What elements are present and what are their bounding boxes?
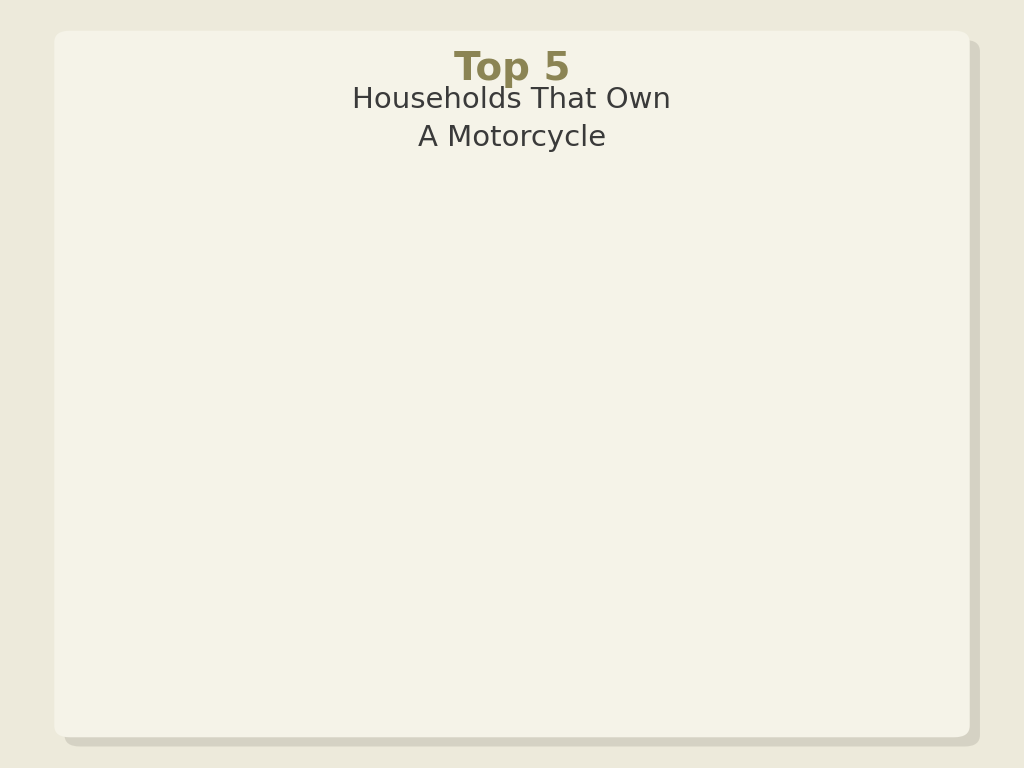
Text: Vietnam: Vietnam: [797, 411, 871, 425]
Text: Thailand: Thailand: [797, 171, 874, 186]
Text: Maylaysia: Maylaysia: [139, 411, 227, 425]
Text: Top 5: Top 5: [454, 50, 570, 88]
Wedge shape: [512, 220, 695, 389]
Text: RACER: RACER: [501, 431, 523, 439]
Text: —⊗—: —⊗—: [495, 386, 529, 399]
Text: Households That Own
A Motorcycle: Households That Own A Motorcycle: [352, 86, 672, 152]
Wedge shape: [553, 370, 699, 575]
Wedge shape: [360, 220, 512, 353]
Wedge shape: [368, 466, 595, 594]
Text: China: China: [218, 171, 268, 186]
Text: CAFE: CAFE: [503, 410, 521, 419]
Wedge shape: [325, 298, 439, 526]
Text: 83%: 83%: [797, 452, 833, 467]
Text: Indonesia: Indonesia: [486, 650, 574, 665]
Text: 83%: 83%: [191, 452, 227, 467]
Text: 85%: 85%: [513, 691, 549, 707]
Text: 60%: 60%: [233, 212, 268, 227]
Circle shape: [419, 313, 605, 501]
Text: 87%: 87%: [797, 212, 833, 227]
